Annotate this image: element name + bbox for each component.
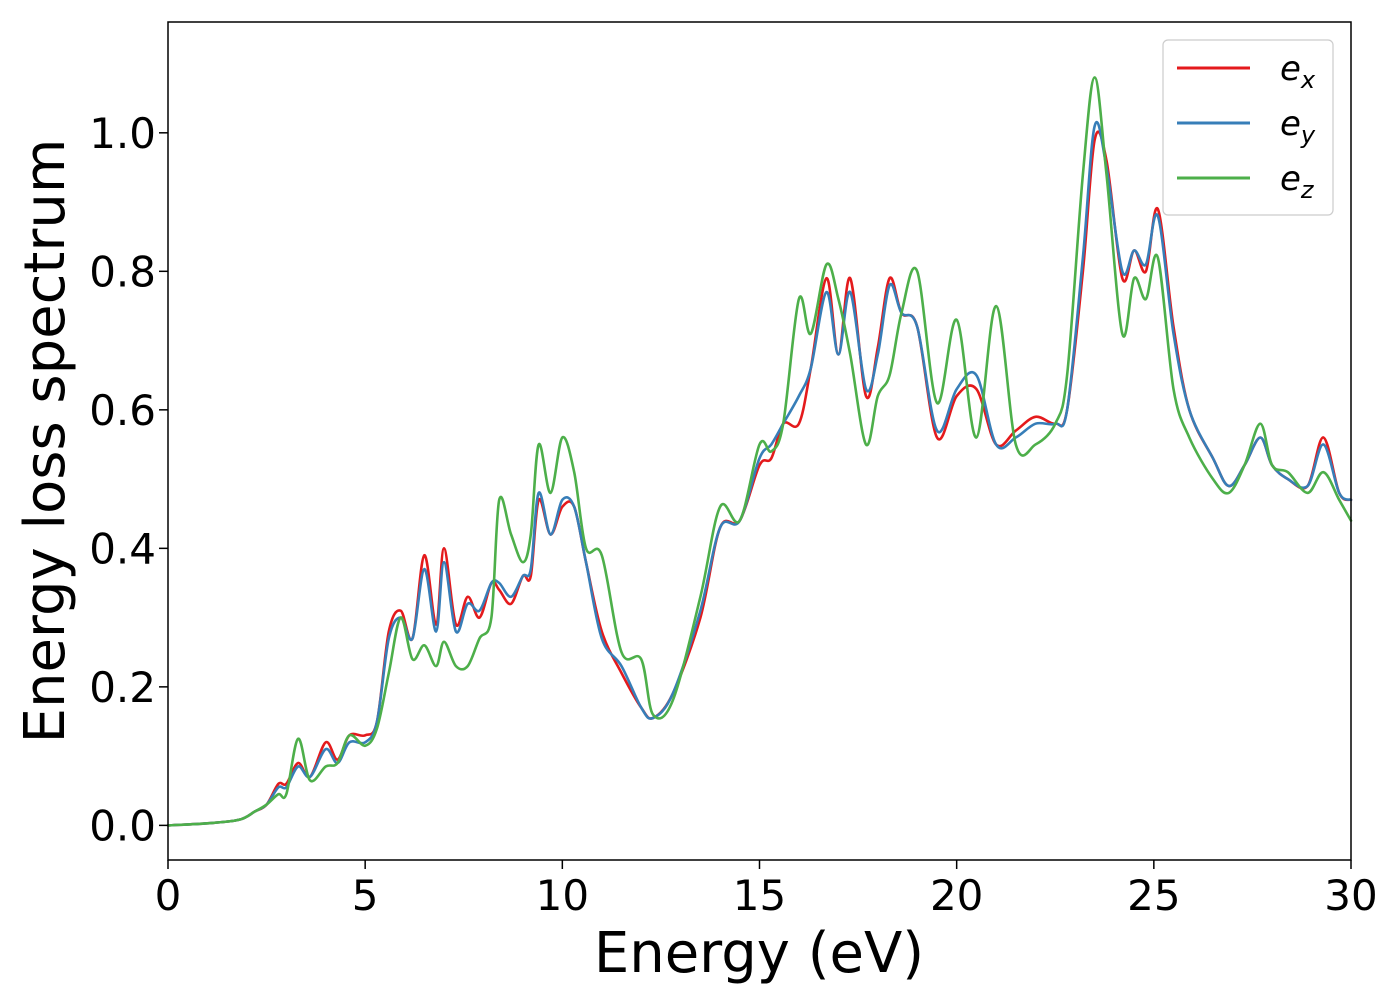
x-tick-label: 30 [1324, 871, 1377, 920]
y-tick-label: 1.0 [89, 109, 156, 158]
y-tick-label: 0.8 [89, 247, 156, 296]
x-axis-label: Energy (eV) [594, 921, 924, 986]
legend-box [1162, 39, 1334, 216]
y-tick-label: 0.0 [89, 801, 156, 850]
x-tick-label: 0 [155, 871, 182, 920]
series-line-e-z [166, 76, 1353, 827]
x-axis-ticks: 0 5 10 15 20 25 30 [155, 860, 1378, 920]
x-tick-label: 25 [1127, 871, 1180, 920]
series-line-e-y [166, 120, 1353, 827]
series-line-e-x [166, 130, 1353, 827]
y-axis-ticks: 0.0 0.2 0.4 0.6 0.8 1.0 [89, 109, 168, 850]
y-tick-label: 0.6 [89, 386, 156, 435]
x-tick-label: 10 [536, 871, 589, 920]
x-tick-label: 5 [352, 871, 379, 920]
y-axis-label: Energy loss spectrum [13, 139, 78, 744]
y-tick-label: 0.4 [89, 524, 156, 573]
y-tick-label: 0.2 [89, 663, 156, 712]
plot-area [168, 22, 1351, 860]
x-tick-label: 15 [733, 871, 786, 920]
series-layer [166, 76, 1353, 827]
x-tick-label: 20 [930, 871, 983, 920]
